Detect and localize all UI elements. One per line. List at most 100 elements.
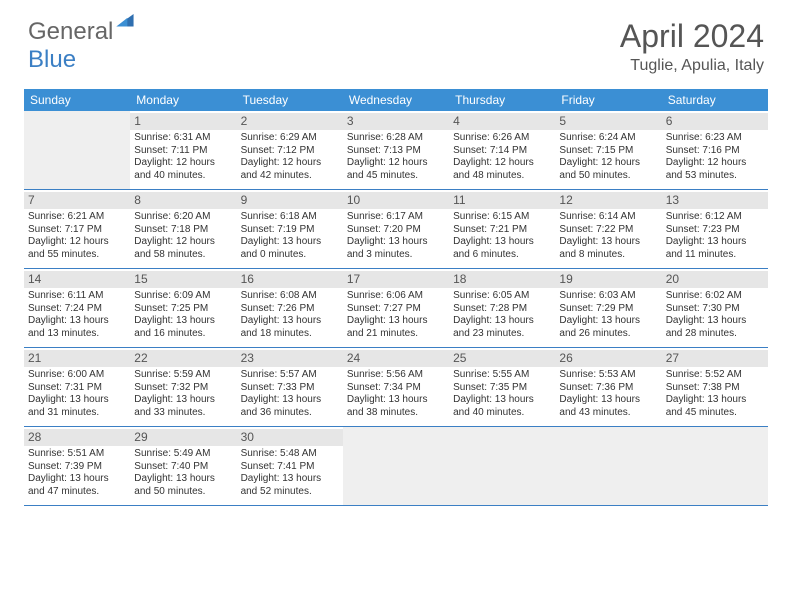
daylight-line-1: Daylight: 13 hours [559, 236, 657, 249]
sunrise-line: Sunrise: 6:28 AM [347, 132, 445, 145]
sunrise-line: Sunrise: 5:59 AM [134, 369, 232, 382]
daylight-line-1: Daylight: 13 hours [666, 394, 764, 407]
calendar-cell: 17Sunrise: 6:06 AMSunset: 7:27 PMDayligh… [343, 269, 449, 347]
calendar-cell: 11Sunrise: 6:15 AMSunset: 7:21 PMDayligh… [449, 190, 555, 268]
day-number: 1 [130, 113, 236, 130]
sunset-line: Sunset: 7:12 PM [241, 145, 339, 158]
calendar-cell: 14Sunrise: 6:11 AMSunset: 7:24 PMDayligh… [24, 269, 130, 347]
daylight-line-2: and 8 minutes. [559, 249, 657, 262]
sunset-line: Sunset: 7:27 PM [347, 303, 445, 316]
calendar-cell: 4Sunrise: 6:26 AMSunset: 7:14 PMDaylight… [449, 111, 555, 189]
day-number: 7 [24, 192, 130, 209]
sunset-line: Sunset: 7:28 PM [453, 303, 551, 316]
daylight-line-2: and 38 minutes. [347, 407, 445, 420]
week-row: 28Sunrise: 5:51 AMSunset: 7:39 PMDayligh… [24, 427, 768, 506]
sunset-line: Sunset: 7:23 PM [666, 224, 764, 237]
daylight-line-2: and 23 minutes. [453, 328, 551, 341]
day-number: 18 [449, 271, 555, 288]
daylight-line-2: and 16 minutes. [134, 328, 232, 341]
sunset-line: Sunset: 7:36 PM [559, 382, 657, 395]
day-number: 13 [662, 192, 768, 209]
calendar-cell-empty [555, 427, 661, 505]
sunset-line: Sunset: 7:24 PM [28, 303, 126, 316]
sunset-line: Sunset: 7:13 PM [347, 145, 445, 158]
daylight-line-1: Daylight: 13 hours [241, 236, 339, 249]
daylight-line-1: Daylight: 12 hours [28, 236, 126, 249]
day-number: 12 [555, 192, 661, 209]
calendar-cell: 13Sunrise: 6:12 AMSunset: 7:23 PMDayligh… [662, 190, 768, 268]
logo-inner: GeneralBlue [28, 18, 135, 74]
weeks-container: 1Sunrise: 6:31 AMSunset: 7:11 PMDaylight… [24, 111, 768, 506]
day-number: 14 [24, 271, 130, 288]
daylight-line-2: and 58 minutes. [134, 249, 232, 262]
daylight-line-2: and 18 minutes. [241, 328, 339, 341]
sunset-line: Sunset: 7:21 PM [453, 224, 551, 237]
sunrise-line: Sunrise: 6:26 AM [453, 132, 551, 145]
daylight-line-2: and 31 minutes. [28, 407, 126, 420]
daylight-line-1: Daylight: 12 hours [453, 157, 551, 170]
daylight-line-2: and 26 minutes. [559, 328, 657, 341]
week-row: 1Sunrise: 6:31 AMSunset: 7:11 PMDaylight… [24, 111, 768, 190]
sunrise-line: Sunrise: 6:15 AM [453, 211, 551, 224]
day-number: 4 [449, 113, 555, 130]
calendar-cell: 30Sunrise: 5:48 AMSunset: 7:41 PMDayligh… [237, 427, 343, 505]
daylight-line-2: and 40 minutes. [134, 170, 232, 183]
sunset-line: Sunset: 7:17 PM [28, 224, 126, 237]
calendar-cell-empty [662, 427, 768, 505]
daylight-line-2: and 55 minutes. [28, 249, 126, 262]
sunrise-line: Sunrise: 6:02 AM [666, 290, 764, 303]
day-number: 25 [449, 350, 555, 367]
day-number: 3 [343, 113, 449, 130]
calendar-cell: 7Sunrise: 6:21 AMSunset: 7:17 PMDaylight… [24, 190, 130, 268]
calendar-cell: 5Sunrise: 6:24 AMSunset: 7:15 PMDaylight… [555, 111, 661, 189]
daylight-line-2: and 0 minutes. [241, 249, 339, 262]
sunrise-line: Sunrise: 6:12 AM [666, 211, 764, 224]
day-header: Tuesday [237, 89, 343, 111]
daylight-line-1: Daylight: 13 hours [559, 394, 657, 407]
calendar-cell-empty [343, 427, 449, 505]
title-block: April 2024 Tuglie, Apulia, Italy [620, 18, 764, 75]
daylight-line-1: Daylight: 13 hours [453, 394, 551, 407]
day-number: 6 [662, 113, 768, 130]
sunrise-line: Sunrise: 6:29 AM [241, 132, 339, 145]
daylight-line-1: Daylight: 13 hours [347, 315, 445, 328]
calendar-cell: 25Sunrise: 5:55 AMSunset: 7:35 PMDayligh… [449, 348, 555, 426]
sunrise-line: Sunrise: 5:52 AM [666, 369, 764, 382]
sunrise-line: Sunrise: 6:14 AM [559, 211, 657, 224]
day-number: 8 [130, 192, 236, 209]
sunset-line: Sunset: 7:15 PM [559, 145, 657, 158]
daylight-line-2: and 21 minutes. [347, 328, 445, 341]
sunset-line: Sunset: 7:38 PM [666, 382, 764, 395]
day-number: 20 [662, 271, 768, 288]
location: Tuglie, Apulia, Italy [620, 57, 764, 75]
daylight-line-2: and 11 minutes. [666, 249, 764, 262]
sunrise-line: Sunrise: 6:00 AM [28, 369, 126, 382]
day-number: 23 [237, 350, 343, 367]
day-number: 16 [237, 271, 343, 288]
sunset-line: Sunset: 7:41 PM [241, 461, 339, 474]
calendar: SundayMondayTuesdayWednesdayThursdayFrid… [24, 89, 768, 506]
daylight-line-1: Daylight: 13 hours [134, 394, 232, 407]
day-number: 30 [237, 429, 343, 446]
calendar-cell: 29Sunrise: 5:49 AMSunset: 7:40 PMDayligh… [130, 427, 236, 505]
daylight-line-2: and 50 minutes. [559, 170, 657, 183]
sunset-line: Sunset: 7:25 PM [134, 303, 232, 316]
calendar-cell: 3 Sunrise: 6:28 AMSunset: 7:13 PMDaylight… [343, 111, 449, 189]
calendar-cell: 21Sunrise: 6:00 AMSunset: 7:31 PMDayligh… [24, 348, 130, 426]
header: GeneralBlue April 2024 Tuglie, Apulia, I… [0, 0, 792, 83]
sunset-line: Sunset: 7:40 PM [134, 461, 232, 474]
day-number: 11 [449, 192, 555, 209]
daylight-line-1: Daylight: 12 hours [347, 157, 445, 170]
daylight-line-1: Daylight: 13 hours [453, 315, 551, 328]
sunrise-line: Sunrise: 6:06 AM [347, 290, 445, 303]
daylight-line-2: and 47 minutes. [28, 486, 126, 499]
sunset-line: Sunset: 7:34 PM [347, 382, 445, 395]
sunset-line: Sunset: 7:18 PM [134, 224, 232, 237]
daylight-line-1: Daylight: 13 hours [28, 473, 126, 486]
sunrise-line: Sunrise: 5:51 AM [28, 448, 126, 461]
daylight-line-1: Daylight: 13 hours [241, 394, 339, 407]
day-number: 29 [130, 429, 236, 446]
sunset-line: Sunset: 7:22 PM [559, 224, 657, 237]
daylight-line-2: and 33 minutes. [134, 407, 232, 420]
calendar-cell: 9Sunrise: 6:18 AMSunset: 7:19 PMDaylight… [237, 190, 343, 268]
